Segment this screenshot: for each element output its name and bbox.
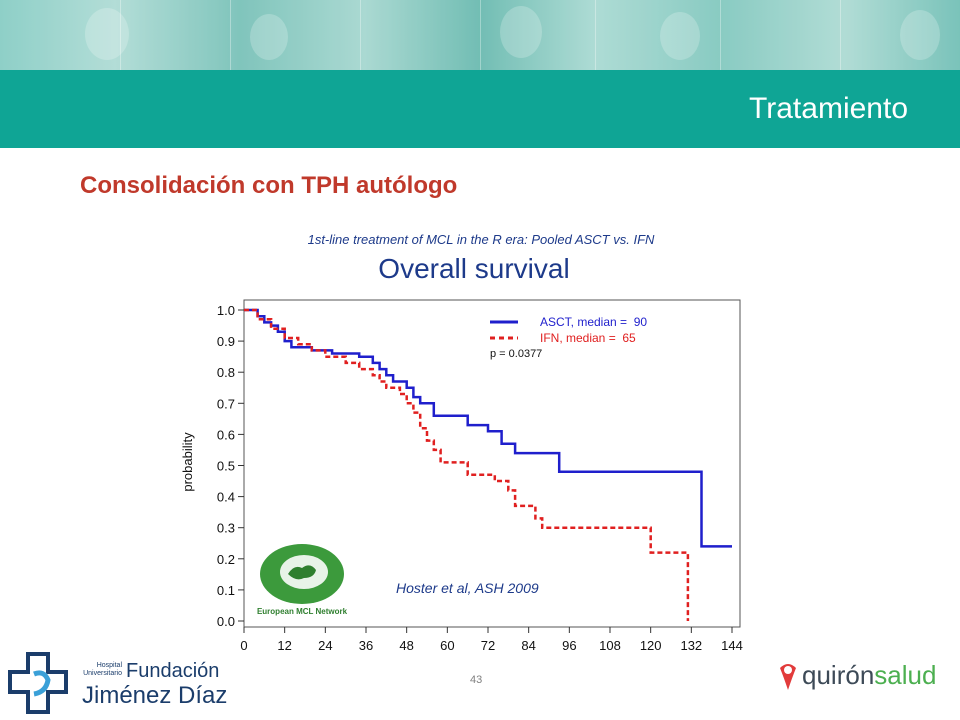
section-title: Tratamiento bbox=[749, 92, 908, 125]
chart-legend: ASCT, median = 90 IFN, median = 65 p = 0… bbox=[490, 315, 647, 360]
x-tick-label-3: 36 bbox=[359, 638, 373, 653]
y-tick-label-1: 0.1 bbox=[217, 583, 235, 598]
x-tick-label-1: 12 bbox=[277, 638, 291, 653]
header-photo-band bbox=[0, 0, 960, 70]
title-bar bbox=[0, 70, 960, 148]
chart-supertitle: 1st-line treatment of MCL in the R era: … bbox=[308, 232, 655, 247]
y-tick-label-8: 0.8 bbox=[217, 365, 235, 380]
survival-chart: 1st-line treatment of MCL in the R era: … bbox=[180, 232, 743, 653]
hospital-line2: Universitario bbox=[83, 670, 122, 677]
legend-label-asct: ASCT, median = 90 bbox=[540, 315, 647, 329]
x-tick-label-11: 132 bbox=[680, 638, 702, 653]
fundacion-jimenez-diaz-logo: Hospital Universitario Fundación Jiménez… bbox=[4, 650, 249, 716]
y-tick-label-4: 0.4 bbox=[217, 490, 235, 505]
series-line-asct bbox=[244, 308, 732, 548]
legend-label-ifn: IFN, median = 65 bbox=[540, 331, 636, 345]
plot-frame bbox=[243, 299, 741, 628]
p-value: p = 0.0377 bbox=[490, 348, 542, 360]
y-tick-label-9: 0.9 bbox=[217, 334, 235, 349]
hospital-line1: Hospital bbox=[96, 662, 122, 669]
network-logo-text: European MCL Network bbox=[257, 607, 348, 616]
slide-subtitle: Consolidación con TPH autólogo bbox=[80, 172, 458, 199]
y-tick-label-6: 0.6 bbox=[217, 427, 235, 442]
series-line-ifn bbox=[244, 308, 690, 621]
citation: Hoster et al, ASH 2009 bbox=[396, 580, 539, 596]
x-tick-label-0: 0 bbox=[240, 638, 247, 653]
fundacion-label: Fundación bbox=[126, 660, 220, 682]
x-tick-label-5: 60 bbox=[440, 638, 454, 653]
salud-part: salud bbox=[874, 660, 937, 690]
quironsalud-logo: quirónsalud bbox=[776, 656, 946, 696]
x-tick-label-4: 48 bbox=[399, 638, 413, 653]
y-tick-label-5: 0.5 bbox=[217, 459, 235, 474]
page-number: 43 bbox=[470, 674, 483, 686]
y-tick-label-10: 1.0 bbox=[217, 303, 235, 318]
quiron-part: quirón bbox=[802, 660, 875, 690]
x-tick-label-2: 24 bbox=[318, 638, 332, 653]
hospital-cross-icon bbox=[8, 652, 68, 714]
x-tick-label-7: 84 bbox=[521, 638, 535, 653]
x-tick-label-12: 144 bbox=[721, 638, 743, 653]
european-mcl-network-logo: European MCL Network bbox=[257, 544, 348, 616]
x-tick-label-10: 120 bbox=[640, 638, 662, 653]
x-tick-label-8: 96 bbox=[562, 638, 576, 653]
y-tick-label-2: 0.2 bbox=[217, 552, 235, 567]
y-tick-label-7: 0.7 bbox=[217, 396, 235, 411]
hospital-label: Hospital Universitario bbox=[82, 662, 122, 678]
y-tick-label-3: 0.3 bbox=[217, 521, 235, 536]
chart-title: Overall survival bbox=[378, 253, 569, 284]
jimenez-diaz-label: Jiménez Díaz bbox=[82, 682, 228, 709]
x-tick-label-6: 72 bbox=[481, 638, 495, 653]
quiron-mark-icon bbox=[780, 664, 796, 690]
x-tick-label-9: 108 bbox=[599, 638, 621, 653]
quironsalud-text: quirónsalud bbox=[802, 660, 936, 691]
y-tick-label-0: 0.0 bbox=[217, 614, 235, 629]
y-axis-label: probability bbox=[180, 432, 195, 492]
